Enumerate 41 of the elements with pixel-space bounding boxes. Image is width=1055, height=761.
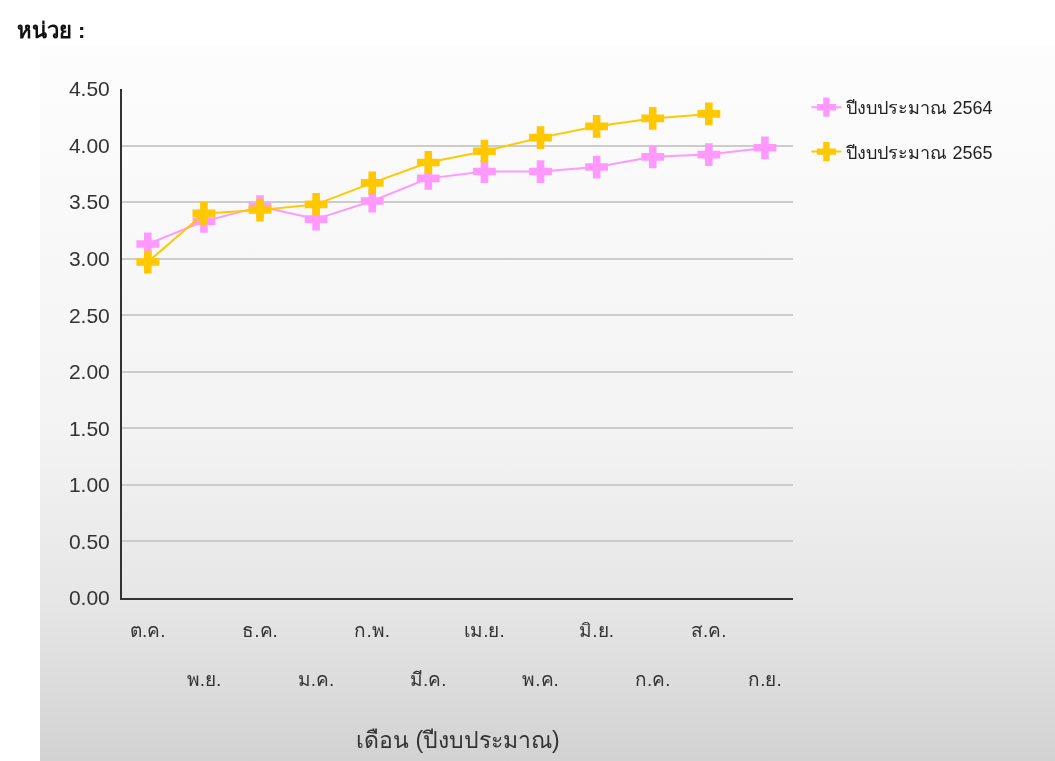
point <box>753 136 777 160</box>
x-tick-label: มิ.ย. <box>579 619 614 641</box>
point <box>136 250 160 274</box>
point <box>529 126 552 150</box>
point <box>192 202 216 225</box>
point <box>697 102 721 126</box>
y-tick-label: 1.00 <box>68 473 110 497</box>
point <box>416 151 440 174</box>
point <box>304 192 328 216</box>
point <box>585 155 609 179</box>
y-tick-label: 2.50 <box>68 303 110 327</box>
point <box>529 160 552 183</box>
point <box>473 139 496 163</box>
y-tick-label: 2.00 <box>68 360 110 384</box>
x-tick-label: พ.ย. <box>186 669 222 691</box>
y-tick-label: 3.50 <box>68 190 110 214</box>
x-tick-label: ก.ค. <box>634 669 671 691</box>
y-axis-title: หน่วย : <box>17 18 86 43</box>
x-tick-label: ม.ค. <box>297 669 335 691</box>
legend-label: ปีงบประมาณ 2565 <box>846 142 993 163</box>
y-tick-label: 3.00 <box>68 247 110 271</box>
x-tick-label: พ.ค. <box>522 669 559 691</box>
point <box>585 114 609 138</box>
y-tick-label: 1.50 <box>68 416 110 440</box>
x-tick-label: ส.ค. <box>691 619 727 641</box>
point <box>360 171 384 195</box>
x-tick-label: ก.ย. <box>748 669 782 691</box>
x-axis-title: เดือน (ปีงบประมาณ) <box>356 727 560 753</box>
point <box>641 145 665 169</box>
x-tick-label: ธ.ค. <box>242 619 278 641</box>
y-tick-label: 4.50 <box>68 77 110 101</box>
legend-label: ปีงบประมาณ 2564 <box>846 98 993 119</box>
x-tick-label: เม.ย. <box>464 619 505 641</box>
y-tick-label: 0.50 <box>68 529 110 553</box>
y-tick-label: 0.00 <box>68 586 110 610</box>
point <box>697 143 721 166</box>
x-tick-label: ต.ค. <box>130 619 166 641</box>
x-tick-label: มี.ค. <box>410 669 447 691</box>
x-tick-label: ก.พ. <box>354 619 390 641</box>
y-tick-label: 4.00 <box>68 133 110 157</box>
point <box>641 107 665 130</box>
